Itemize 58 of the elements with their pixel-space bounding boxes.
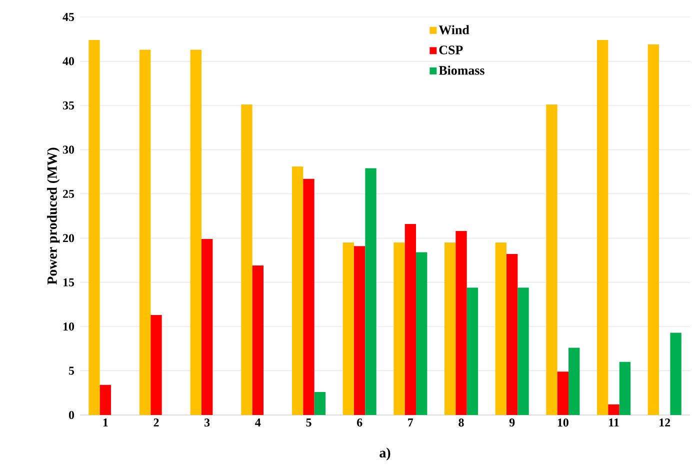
x-tick-label: 5 (306, 418, 312, 426)
x-tick-label: 3 (204, 418, 210, 427)
bar (670, 332, 682, 415)
bar (456, 231, 467, 415)
bar (342, 242, 354, 415)
y-tick-label: 5 (68, 366, 74, 375)
x-tick-label: 6 (357, 418, 362, 427)
y-tick-label: 15 (63, 278, 74, 286)
y-tick-label: 10 (63, 322, 74, 331)
bar (416, 252, 428, 415)
y-tick-label: 45 (62, 12, 74, 21)
bar (139, 50, 151, 415)
x-tick-label: 1 (103, 418, 108, 426)
bar (150, 315, 162, 415)
y-tick-label: 30 (62, 146, 74, 154)
bar (303, 178, 314, 415)
bar (394, 242, 405, 415)
x-tick-label: 7 (408, 418, 414, 426)
bar (88, 40, 100, 415)
y-tick-label: 40 (62, 57, 74, 66)
y-tick-label: 25 (63, 190, 74, 198)
bar (100, 384, 112, 415)
bar (466, 288, 478, 415)
bar (404, 224, 416, 415)
x-tick-label: 9 (509, 418, 515, 427)
legend-label: CSP (439, 46, 463, 54)
bar (292, 166, 304, 415)
bar (596, 40, 608, 415)
bar (365, 168, 376, 415)
bar (619, 362, 631, 415)
bar (495, 242, 506, 415)
legend-label: Biomass (438, 66, 484, 75)
bar (354, 246, 366, 415)
x-tick-label: 11 (609, 418, 619, 426)
bar (314, 392, 326, 415)
x-tick-label: 8 (458, 418, 464, 427)
bar (444, 242, 456, 415)
bar (506, 254, 518, 415)
y-tick-label: 20 (63, 234, 74, 242)
x-tick-label: 12 (660, 418, 670, 426)
bar (190, 50, 202, 415)
bar (557, 372, 569, 415)
bar (648, 44, 659, 415)
x-tick-label: 4 (255, 418, 261, 426)
text: a) (380, 448, 390, 460)
bar (608, 404, 620, 415)
bar (546, 104, 558, 415)
bar (252, 266, 264, 415)
y-axis-title: Power produced (MW) (47, 148, 60, 285)
x-tick-label: 10 (558, 418, 568, 427)
bar (518, 288, 529, 415)
legend-label: Wind (438, 25, 470, 34)
bar (568, 348, 580, 415)
bar (241, 104, 252, 415)
y-tick-label: 35 (62, 101, 74, 110)
bar (201, 238, 213, 415)
y-tick-label: 0 (68, 410, 74, 420)
x-tick-label: 2 (154, 418, 159, 426)
